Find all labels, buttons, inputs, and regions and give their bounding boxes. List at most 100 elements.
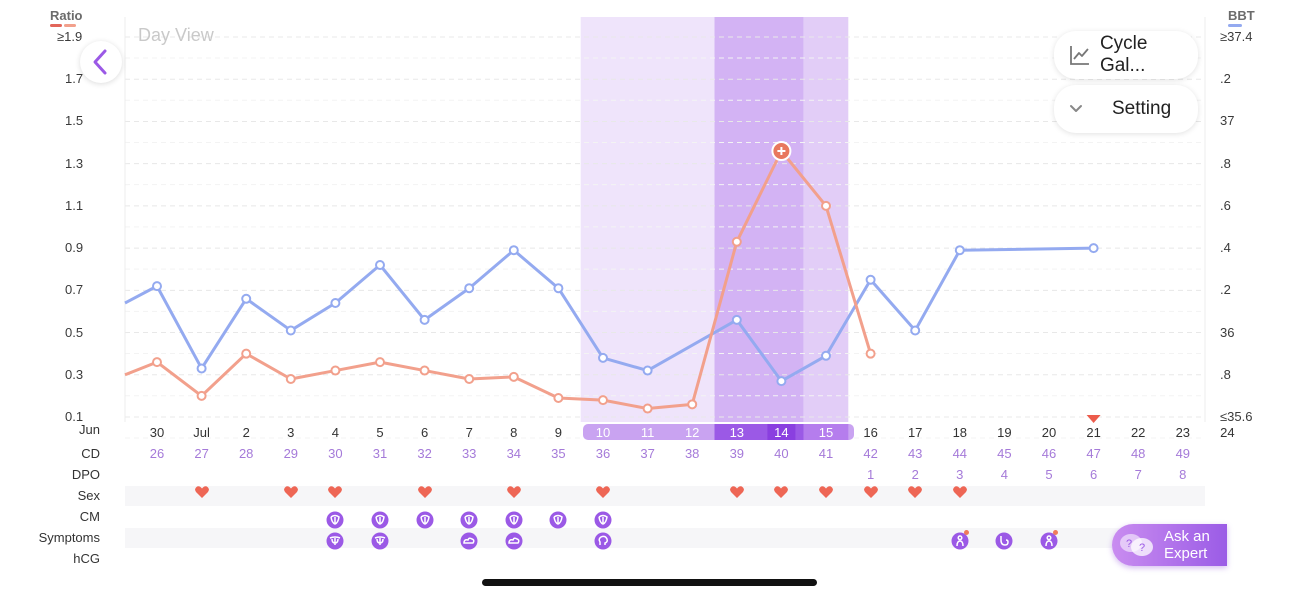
day-date[interactable]: 12: [684, 425, 700, 440]
ratio-point[interactable]: [553, 393, 564, 403]
ratio-point[interactable]: [375, 357, 385, 368]
bbt-point[interactable]: [1088, 243, 1099, 254]
day-date[interactable]: 13: [729, 425, 745, 440]
cycle-day[interactable]: 31: [372, 446, 388, 461]
cycle-day[interactable]: 49: [1175, 446, 1191, 461]
ratio-point[interactable]: [419, 365, 430, 376]
back-button[interactable]: [80, 41, 122, 83]
bbt-point[interactable]: [642, 365, 653, 376]
cycle-day[interactable]: 48: [1130, 446, 1146, 461]
day-date[interactable]: 9: [554, 425, 562, 440]
ratio-point[interactable]: [598, 395, 608, 406]
ratio-point[interactable]: [865, 348, 876, 359]
dpo-value[interactable]: 7: [1134, 467, 1142, 482]
ratio-point[interactable]: [687, 399, 698, 410]
bbt-point[interactable]: [954, 245, 965, 256]
dpo-value[interactable]: 1: [866, 467, 875, 482]
cycle-day[interactable]: 47: [1086, 446, 1101, 461]
ratio-point[interactable]: [731, 236, 742, 247]
ratio-point[interactable]: [196, 390, 207, 401]
day-date[interactable]: 8: [510, 425, 518, 440]
cycle-day[interactable]: 29: [283, 446, 299, 461]
bbt-point[interactable]: [419, 314, 430, 325]
dpo-value[interactable]: 6: [1089, 467, 1098, 482]
ratio-point[interactable]: [821, 200, 831, 211]
sex-heart-icon[interactable]: [327, 485, 343, 499]
bbt-point[interactable]: [330, 298, 341, 308]
setting-button[interactable]: Setting: [1054, 85, 1198, 133]
bbt-point[interactable]: [375, 260, 385, 270]
day-date[interactable]: Jul: [193, 425, 210, 440]
ask-expert-button[interactable]: ? ? Ask an Expert: [1112, 524, 1227, 566]
sex-heart-icon[interactable]: [818, 485, 834, 499]
cycle-day[interactable]: 36: [595, 446, 611, 461]
bbt-point[interactable]: [196, 363, 207, 374]
bbt-point[interactable]: [731, 314, 742, 325]
cervical-mucus-icon[interactable]: [416, 511, 434, 529]
symptom-cloud-icon[interactable]: [505, 532, 523, 550]
ratio-point[interactable]: [330, 365, 341, 376]
ratio-point[interactable]: [285, 374, 296, 384]
dpo-value[interactable]: 3: [956, 467, 964, 482]
ratio-point[interactable]: [152, 357, 162, 368]
day-date[interactable]: 6: [420, 425, 429, 440]
day-date[interactable]: 14: [774, 425, 789, 440]
symptom-uterus-icon[interactable]: [326, 532, 344, 550]
day-date[interactable]: 18: [952, 425, 968, 440]
cycle-day[interactable]: 45: [997, 446, 1012, 461]
day-date[interactable]: 7: [465, 425, 473, 440]
symptom-stomach-icon[interactable]: [995, 532, 1013, 550]
symptom-cloud-icon[interactable]: [460, 532, 478, 550]
cervical-mucus-icon[interactable]: [460, 511, 478, 529]
sex-heart-icon[interactable]: [863, 485, 879, 499]
day-date[interactable]: 30: [149, 425, 165, 440]
day-date[interactable]: 4: [331, 425, 339, 440]
bbt-point[interactable]: [152, 281, 162, 292]
cycle-day[interactable]: 27: [194, 446, 209, 461]
day-date[interactable]: 22: [1130, 425, 1146, 440]
ratio-point[interactable]: [508, 371, 519, 382]
dpo-value[interactable]: 5: [1045, 467, 1053, 482]
symptom-head-icon[interactable]: [594, 532, 612, 550]
day-date[interactable]: 5: [376, 425, 384, 440]
symptom-person-icon[interactable]: [951, 532, 969, 550]
cervical-mucus-icon[interactable]: [371, 511, 389, 529]
sex-heart-icon[interactable]: [773, 485, 789, 499]
day-date[interactable]: 23: [1175, 425, 1191, 440]
cycle-gallery-button[interactable]: Cycle Gal...: [1054, 31, 1198, 79]
bbt-point[interactable]: [464, 283, 475, 294]
sex-heart-icon[interactable]: [595, 485, 611, 499]
day-date[interactable]: 24: [1220, 425, 1235, 440]
cycle-day[interactable]: 35: [551, 446, 566, 461]
ratio-point[interactable]: [464, 374, 475, 384]
day-date[interactable]: 17: [907, 425, 923, 440]
sex-heart-icon[interactable]: [506, 485, 522, 499]
dpo-value[interactable]: 2: [911, 467, 919, 482]
bbt-point[interactable]: [865, 274, 876, 285]
ratio-point[interactable]: [642, 403, 653, 414]
sex-heart-icon[interactable]: [417, 485, 433, 499]
bbt-point[interactable]: [553, 283, 564, 294]
cervical-mucus-icon[interactable]: [594, 511, 612, 529]
sex-heart-icon[interactable]: [907, 485, 923, 499]
day-date[interactable]: 3: [287, 425, 295, 440]
sex-heart-icon[interactable]: [729, 485, 745, 499]
cycle-day[interactable]: 42: [863, 446, 878, 461]
bbt-point[interactable]: [508, 245, 519, 256]
dpo-value[interactable]: 8: [1179, 467, 1187, 482]
cycle-day[interactable]: 40: [774, 446, 789, 461]
cycle-day[interactable]: 39: [729, 446, 745, 461]
day-date[interactable]: 10: [595, 425, 611, 440]
day-date[interactable]: 15: [818, 425, 834, 440]
cycle-day[interactable]: 41: [818, 446, 834, 461]
cycle-day[interactable]: 30: [328, 446, 343, 461]
bbt-point[interactable]: [776, 376, 787, 387]
cervical-mucus-icon[interactable]: [505, 511, 523, 529]
cycle-day[interactable]: 37: [640, 446, 655, 461]
cycle-day[interactable]: 26: [149, 446, 165, 461]
bbt-point[interactable]: [821, 350, 831, 361]
day-date[interactable]: 20: [1041, 425, 1057, 440]
cycle-day[interactable]: 32: [417, 446, 432, 461]
cervical-mucus-icon[interactable]: [326, 511, 344, 529]
